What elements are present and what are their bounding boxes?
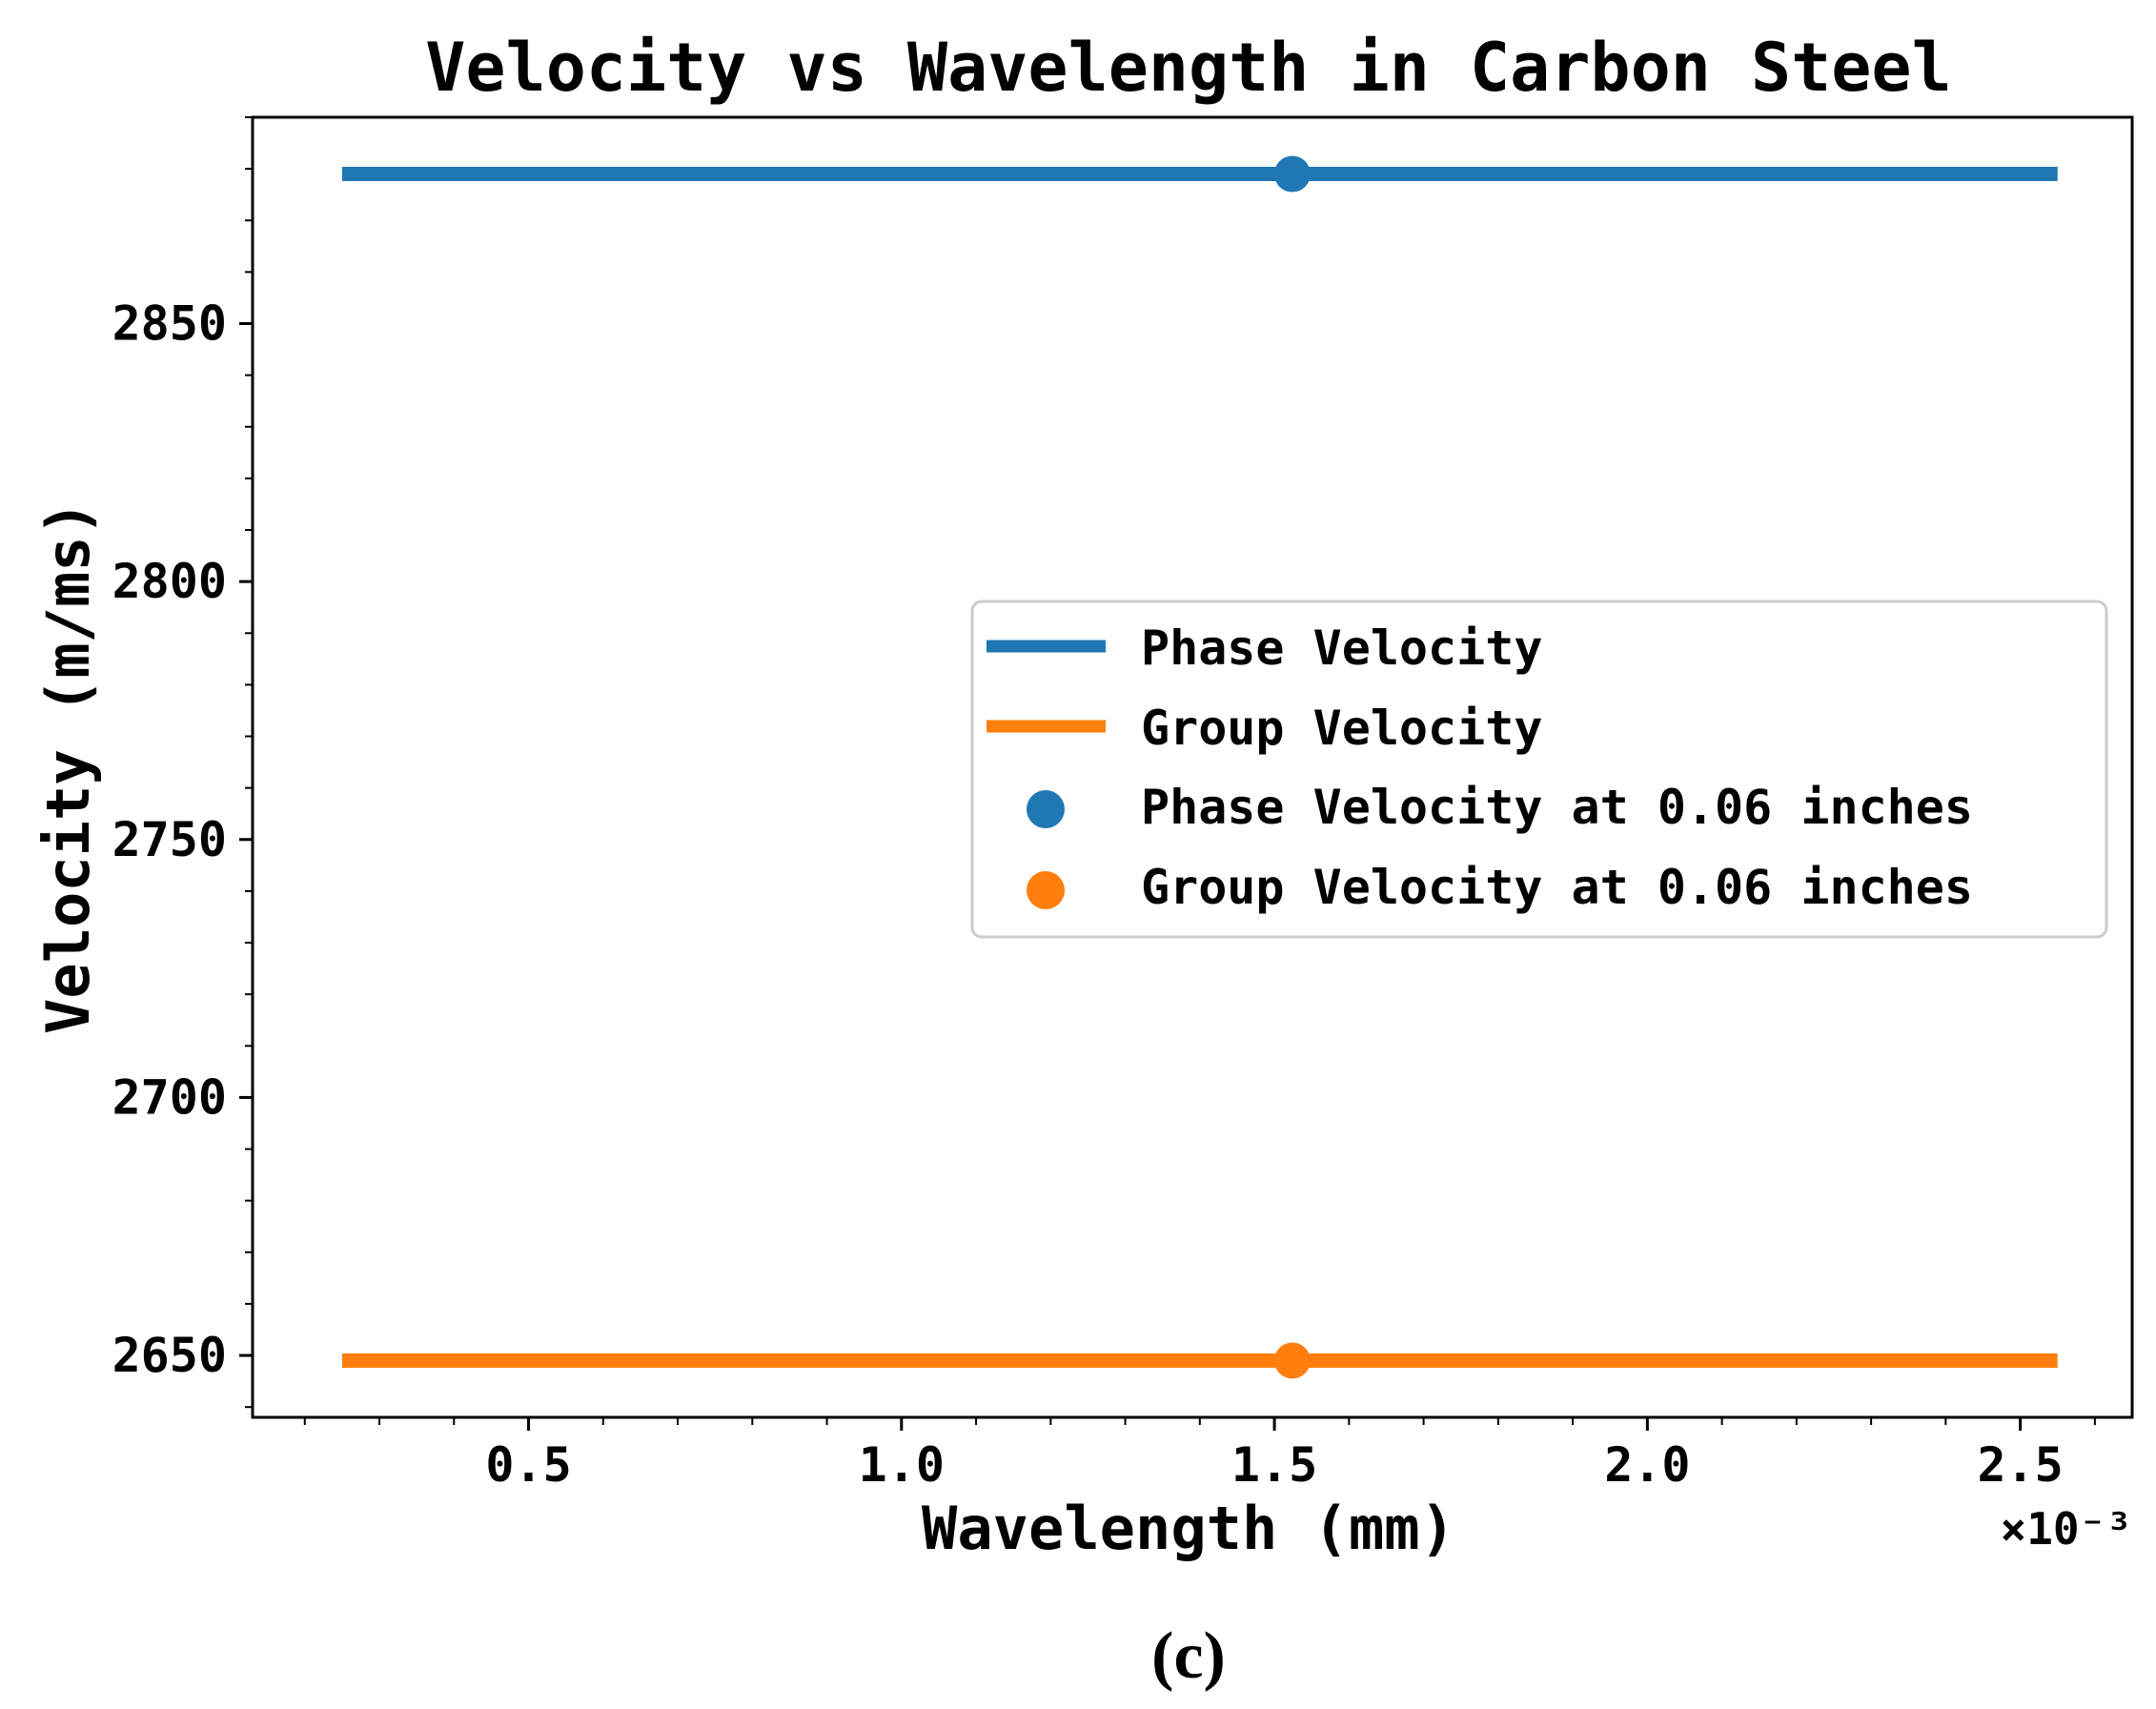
x-tick-label: 2.5 xyxy=(1977,1437,2063,1493)
legend-label-group-point: Group Velocity at 0.06 inches xyxy=(1141,860,1973,915)
legend-label-group-velocity: Group Velocity xyxy=(1141,701,1542,756)
x-tick-label: 2.0 xyxy=(1604,1437,1690,1493)
legend-swatch-phase-point xyxy=(1027,790,1065,828)
minor-ticks xyxy=(245,116,2096,1425)
group-velocity-at-0-06-inches-point xyxy=(1273,1342,1311,1379)
legend-box xyxy=(970,600,2108,939)
legend: Phase Velocity Group Velocity Phase Velo… xyxy=(970,600,2108,939)
x-tick-label: 0.5 xyxy=(485,1437,571,1493)
plot-frame xyxy=(251,115,2134,1419)
y-tick-label: 2800 xyxy=(112,554,227,609)
x-tick-label: 1.0 xyxy=(859,1437,945,1493)
x-tick-label: 1.5 xyxy=(1231,1437,1317,1493)
chart-title: Velocity vs Wavelength in Carbon Steel xyxy=(425,29,1951,107)
x-axis-ticks: 0.5 1.0 1.5 2.0 2.5 xyxy=(485,1417,2064,1493)
y-tick-label: 2850 xyxy=(112,296,227,352)
x-axis-label: Wavelength (mm) xyxy=(922,1494,1455,1563)
figure-caption: (c) xyxy=(1151,1619,1226,1693)
y-axis-label: Velocity (m/ms) xyxy=(33,500,103,1034)
y-tick-label: 2750 xyxy=(112,812,227,867)
legend-label-phase-velocity: Phase Velocity xyxy=(1141,621,1542,676)
x-axis-offset-text: ×10⁻³ xyxy=(2001,1503,2132,1555)
y-axis-ticks: 2650 2700 2750 2800 2850 xyxy=(112,296,253,1383)
legend-swatch-group-point xyxy=(1027,871,1065,909)
series-layer xyxy=(341,155,2058,1379)
legend-label-phase-point: Phase Velocity at 0.06 inches xyxy=(1141,780,1973,835)
y-tick-label: 2650 xyxy=(112,1328,227,1383)
y-tick-label: 2700 xyxy=(112,1069,227,1125)
phase-velocity-at-0-06-inches-point xyxy=(1273,155,1311,193)
